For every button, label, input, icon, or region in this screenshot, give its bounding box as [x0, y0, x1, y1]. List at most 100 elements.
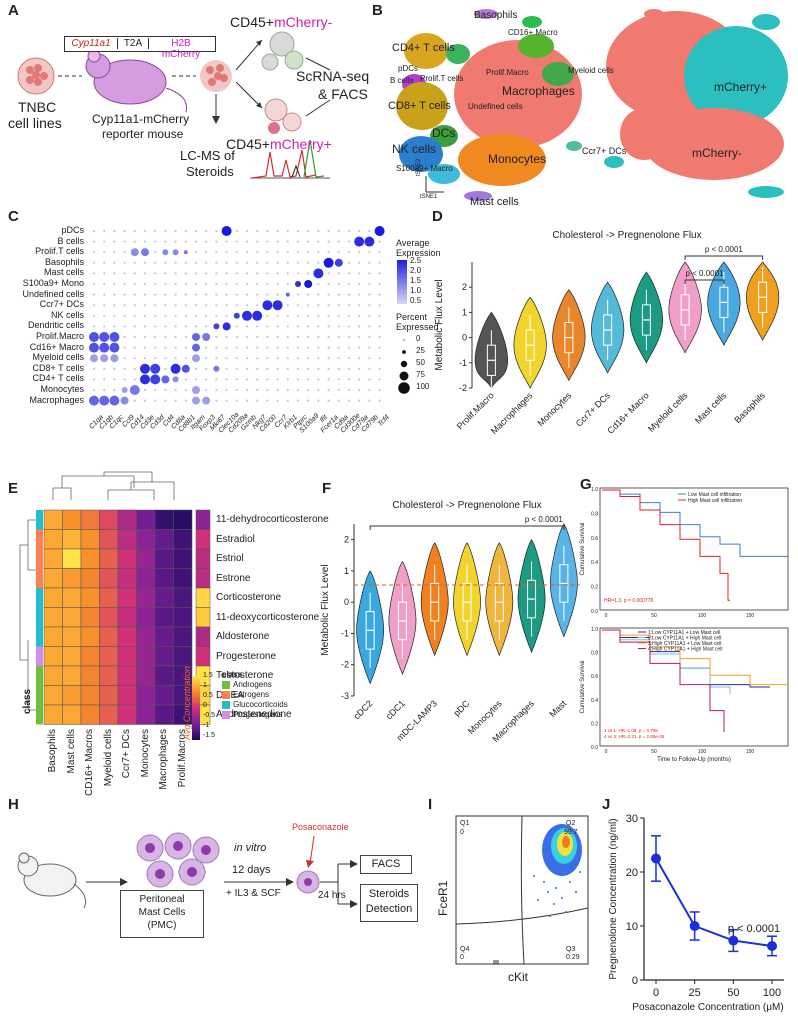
dotplot-dot — [143, 293, 147, 296]
dotplot-dot — [307, 367, 310, 370]
dotplot-dot — [103, 240, 106, 243]
y-tick-label: 0 — [344, 597, 349, 607]
dotplot-dot — [286, 367, 289, 370]
dotplot-dot — [92, 282, 96, 286]
p-value-label: p < 0.0001 — [525, 515, 564, 524]
heatmap-cell — [117, 509, 137, 530]
dotplot-dot — [164, 357, 167, 360]
dotplot-dot — [296, 388, 300, 392]
dotplot-dot — [113, 282, 116, 286]
dotplot-dot — [378, 261, 381, 264]
dotplot-dot — [103, 378, 106, 381]
dotplot-dot — [286, 229, 289, 233]
dotplot-dot — [358, 325, 361, 328]
dotplot-dot — [358, 304, 361, 307]
dotplot-dot — [256, 378, 259, 381]
dotplot-dot — [347, 261, 351, 264]
hours-label: 24 hrs — [318, 890, 346, 901]
construct-t2a: T2A — [117, 38, 149, 49]
dotplot-dot — [296, 335, 300, 339]
y-tick-label: 0.0 — [591, 609, 598, 615]
dotplot-dot — [100, 354, 109, 363]
il3-scf-label: + IL3 & SCF — [226, 888, 281, 899]
dotplot-row-label: CD4+ T cells — [32, 373, 84, 384]
dotplot-dot — [286, 251, 289, 254]
dotplot-dot — [123, 251, 126, 254]
heatmap-cell — [99, 665, 119, 686]
dotplot-dot — [358, 229, 361, 233]
dotplot-dot — [378, 367, 381, 370]
y-tick-label: 0.4 — [591, 698, 598, 704]
dotplot-dot — [123, 282, 126, 286]
dotplot-dot — [123, 229, 126, 233]
q3-value: 0.29 — [566, 954, 580, 961]
dotplot-dot — [164, 399, 167, 402]
dotplot-dot — [92, 388, 96, 392]
scrna-label-2: & FACS — [318, 86, 368, 102]
dotplot-dot — [194, 378, 198, 381]
dotplot-dot — [215, 388, 218, 392]
dotplot-dot — [276, 325, 279, 328]
dotplot-dot — [378, 388, 381, 392]
dotplot-dot — [92, 240, 96, 243]
x-tick-label: 100 — [698, 613, 707, 619]
dotplot-row-label: Macrophages — [29, 394, 84, 405]
dotplot-dot — [266, 314, 269, 317]
heatmap-cell — [43, 607, 63, 628]
dotplot-dot — [235, 388, 238, 392]
heatmap-scale-tick: -1 — [203, 722, 210, 729]
dotplot-dot — [235, 399, 238, 402]
dotplot-dot — [194, 261, 198, 264]
dotplot-dot — [113, 240, 116, 243]
dotplot-dot — [296, 314, 300, 317]
dotplot-dot — [143, 272, 147, 275]
dotplot-dot — [256, 357, 259, 360]
dotplot-dot — [235, 240, 238, 243]
dotplot-dot — [154, 240, 157, 243]
dotplot-dot — [358, 335, 361, 339]
dotplot-dot — [358, 251, 361, 254]
dotplot-row-label: pDCs — [61, 225, 84, 235]
row-dendrogram — [19, 519, 36, 711]
dotplot-dot — [286, 304, 289, 307]
category-label: pDC — [452, 698, 472, 718]
days-label: 12 days — [232, 864, 271, 876]
dotplot-dot — [89, 332, 99, 342]
heatmap-cell — [173, 529, 193, 550]
dotplot-dot — [143, 314, 147, 317]
violin — [517, 539, 546, 654]
avg-concentration-cell — [195, 587, 211, 608]
heatmap-cell — [80, 626, 100, 647]
dotplot-dot — [245, 293, 249, 296]
dotplot-dot — [174, 293, 177, 296]
dotplot-dot — [174, 229, 177, 233]
cluster-label-prolif-macro: Prolif.Macro — [486, 68, 529, 77]
mcherry-neg-label: mCherry- — [692, 146, 742, 160]
heatmap-cell — [136, 587, 156, 608]
dotplot-dot — [213, 365, 220, 372]
dotplot-row-label: CD8+ T cells — [32, 362, 84, 373]
heatmap-cell — [43, 665, 63, 686]
heatmap-cell — [62, 568, 82, 589]
heatmap-cell — [99, 607, 119, 628]
violin — [629, 271, 664, 364]
dotplot-dot — [374, 226, 385, 236]
construct-box: Cyp11a1 T2A H2B mCherry — [64, 36, 216, 60]
violin-chart-f: -3 -2 -1 0 1 2 Cholesterol -> Pregnenolone Flu… — [320, 500, 580, 744]
dotplot-dot — [225, 282, 228, 286]
dotplot-dot — [235, 293, 238, 296]
dotplot-dot — [276, 251, 279, 254]
dotplot-dot — [266, 251, 269, 254]
heatmap-cell — [62, 509, 82, 530]
dotplot-dot — [327, 388, 330, 392]
dotplot-dot — [347, 367, 351, 370]
dotplot-dot — [235, 357, 238, 360]
avg-concentration-cell — [195, 529, 211, 550]
dotplot-dot — [92, 325, 96, 328]
dotplot-dot — [337, 357, 340, 360]
dotplot-dot — [245, 240, 249, 243]
dotplot-dot — [307, 229, 310, 233]
dotplot-dot — [164, 240, 167, 243]
dotplot-dot — [133, 229, 136, 233]
dotplot-dot — [164, 346, 167, 349]
